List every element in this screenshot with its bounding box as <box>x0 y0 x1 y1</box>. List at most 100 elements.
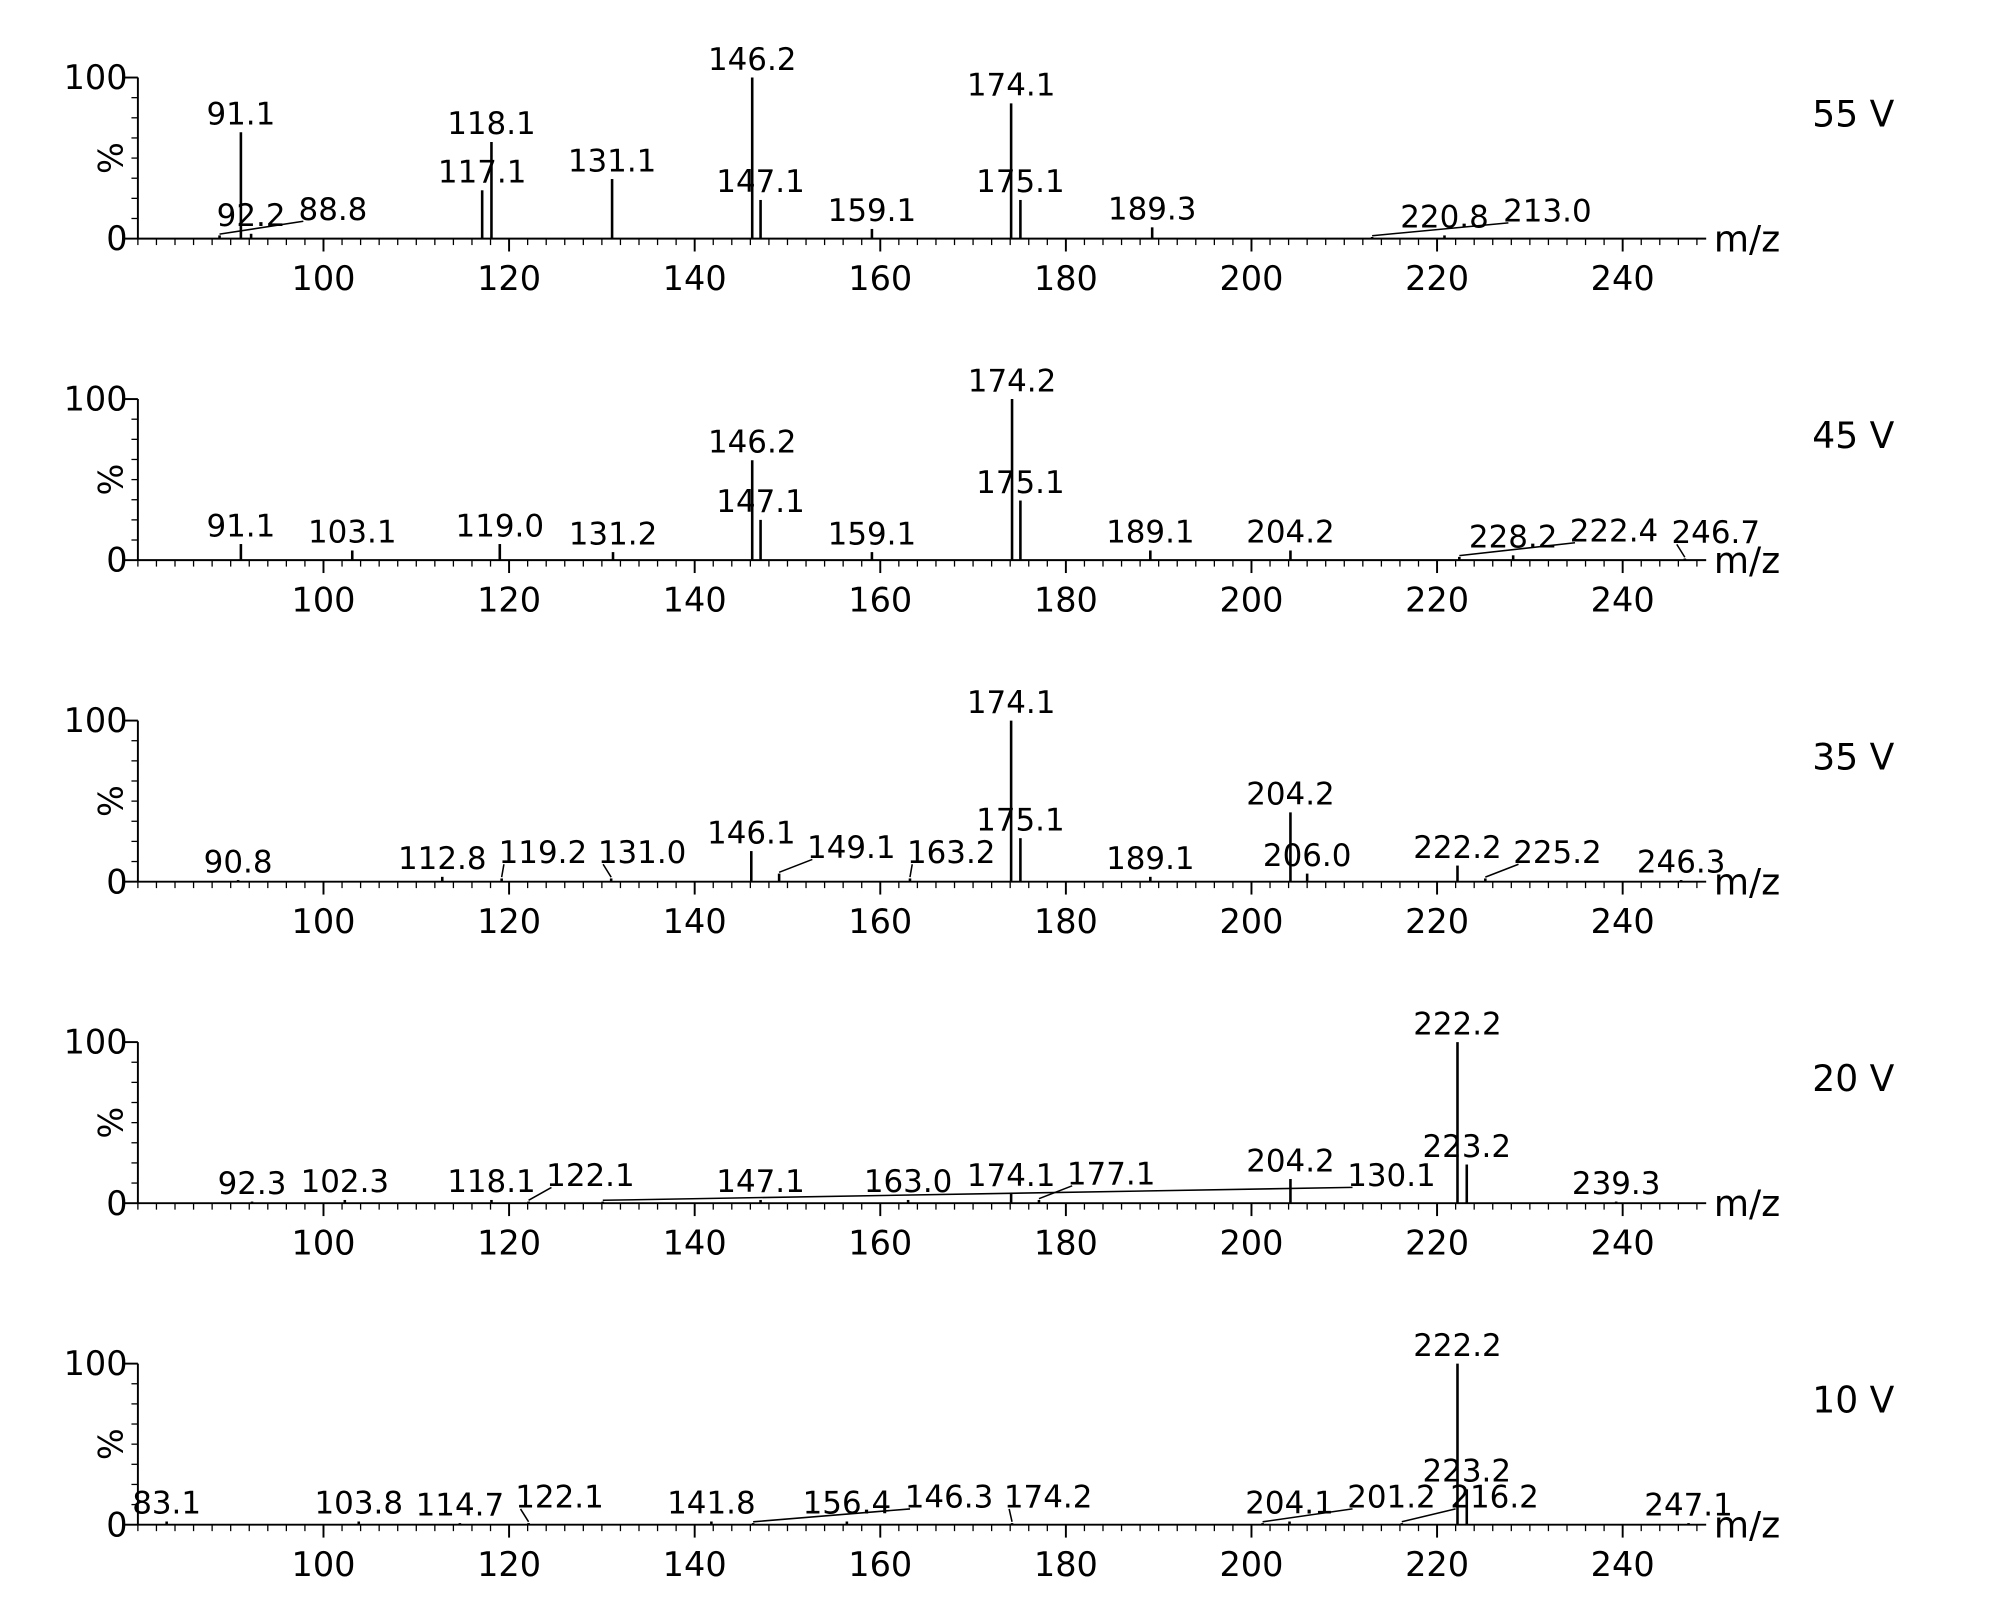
y-tick-label: 0 <box>106 541 127 580</box>
y-tick-label: 0 <box>106 1184 127 1223</box>
label-leader <box>519 1508 530 1523</box>
peak-label: 149.1 <box>807 830 895 866</box>
peak-label: 175.1 <box>976 802 1064 838</box>
x-axis-label: m/z <box>1714 1183 1780 1225</box>
voltage-label: 35 V <box>1812 737 1894 779</box>
peak-label: 189.1 <box>1106 515 1194 551</box>
x-tick-label: 220 <box>1405 902 1469 941</box>
peak-label: 175.1 <box>976 465 1064 501</box>
label-leader <box>1401 1508 1456 1523</box>
x-tick-label: 240 <box>1591 1545 1655 1584</box>
x-tick-label: 100 <box>292 259 356 298</box>
y-tick-label: 100 <box>64 1344 128 1383</box>
voltage-label: 20 V <box>1812 1058 1894 1100</box>
peak-label: 146.1 <box>707 815 795 851</box>
peak-label: 222.2 <box>1413 830 1501 866</box>
x-tick-label: 100 <box>292 902 356 941</box>
peak-label: 189.1 <box>1106 841 1194 877</box>
voltage-label: 55 V <box>1812 94 1894 136</box>
y-axis-label: % <box>91 142 130 174</box>
label-leader <box>909 864 913 878</box>
peak-label: 216.2 <box>1450 1480 1538 1516</box>
x-tick-label: 140 <box>663 581 727 620</box>
peak-label: 222.2 <box>1413 1006 1501 1042</box>
peak-label: 118.1 <box>447 106 535 142</box>
y-tick-label: 0 <box>106 1505 127 1544</box>
peak-label: 220.8 <box>1400 200 1488 236</box>
peak-label: 122.1 <box>515 1480 603 1516</box>
label-leader <box>602 1186 1353 1202</box>
peak-label: 175.1 <box>976 164 1064 200</box>
x-tick-label: 160 <box>848 1224 912 1263</box>
label-leader <box>500 864 505 878</box>
peak-label: 204.2 <box>1246 1143 1334 1179</box>
x-tick-label: 120 <box>477 1224 541 1263</box>
x-tick-label: 120 <box>477 902 541 941</box>
peak-label: 247.1 <box>1644 1487 1732 1523</box>
x-tick-label: 180 <box>1034 902 1098 941</box>
peak-label: 223.2 <box>1423 1129 1511 1165</box>
peak-label: 114.7 <box>416 1487 504 1523</box>
peak-label: 225.2 <box>1513 835 1601 871</box>
peak-label: 112.8 <box>398 841 486 877</box>
x-axis-label: m/z <box>1714 540 1780 582</box>
peak-label: 131.2 <box>569 516 657 552</box>
x-tick-label: 100 <box>292 581 356 620</box>
peak-label: 118.1 <box>447 1164 535 1200</box>
peak-label: 83.1 <box>132 1486 201 1522</box>
peak-label: 92.2 <box>217 198 286 234</box>
peak-label: 130.1 <box>1347 1158 1435 1194</box>
peak-label: 131.1 <box>568 143 656 179</box>
peak-label: 159.1 <box>828 193 916 229</box>
x-tick-label: 180 <box>1034 581 1098 620</box>
x-tick-label: 160 <box>848 259 912 298</box>
x-axis-label: m/z <box>1714 219 1780 261</box>
peak-label: 222.2 <box>1413 1328 1501 1364</box>
peak-label: 102.3 <box>301 1164 389 1200</box>
peak-label: 92.3 <box>218 1166 287 1202</box>
peak-label: 122.1 <box>546 1158 634 1194</box>
x-tick-label: 200 <box>1219 1224 1283 1263</box>
x-tick-label: 160 <box>848 1545 912 1584</box>
label-leader <box>778 858 813 874</box>
peak-label: 201.2 <box>1347 1480 1435 1516</box>
x-tick-label: 220 <box>1405 1545 1469 1584</box>
label-leader <box>219 220 304 235</box>
peak-label: 189.3 <box>1108 192 1196 228</box>
peak-label: 174.1 <box>967 68 1055 104</box>
x-tick-label: 160 <box>848 581 912 620</box>
peak-label: 103.8 <box>315 1486 403 1522</box>
peak-label: 91.1 <box>206 508 275 544</box>
x-tick-label: 120 <box>477 581 541 620</box>
x-tick-label: 220 <box>1405 1224 1469 1263</box>
peak-label: 103.1 <box>308 515 396 551</box>
x-tick-label: 120 <box>477 259 541 298</box>
y-tick-label: 100 <box>64 380 128 419</box>
x-tick-label: 240 <box>1591 1224 1655 1263</box>
label-leader <box>1676 543 1686 558</box>
peak-label: 177.1 <box>1067 1156 1155 1192</box>
label-leader <box>1372 222 1509 237</box>
x-tick-label: 100 <box>292 1224 356 1263</box>
y-axis-label: % <box>91 464 130 496</box>
peak-label: 117.1 <box>438 155 526 191</box>
peak-label: 163.2 <box>907 835 995 871</box>
peak-label: 246.7 <box>1672 515 1760 551</box>
y-tick-label: 0 <box>106 219 127 258</box>
voltage-label: 45 V <box>1812 415 1894 457</box>
peak-label: 159.1 <box>828 516 916 552</box>
x-tick-label: 100 <box>292 1545 356 1584</box>
peak-label: 147.1 <box>716 164 804 200</box>
y-tick-label: 100 <box>64 1023 128 1062</box>
peak-label: 141.8 <box>667 1486 755 1522</box>
peak-label: 204.1 <box>1245 1486 1333 1522</box>
y-axis-label: % <box>91 785 130 817</box>
peak-label: 119.2 <box>499 835 587 871</box>
label-leader <box>753 1508 911 1523</box>
x-axis-label: m/z <box>1714 862 1780 904</box>
peak-label: 204.2 <box>1246 777 1334 813</box>
x-tick-label: 240 <box>1591 581 1655 620</box>
y-tick-label: 100 <box>64 58 128 97</box>
x-tick-label: 140 <box>663 259 727 298</box>
